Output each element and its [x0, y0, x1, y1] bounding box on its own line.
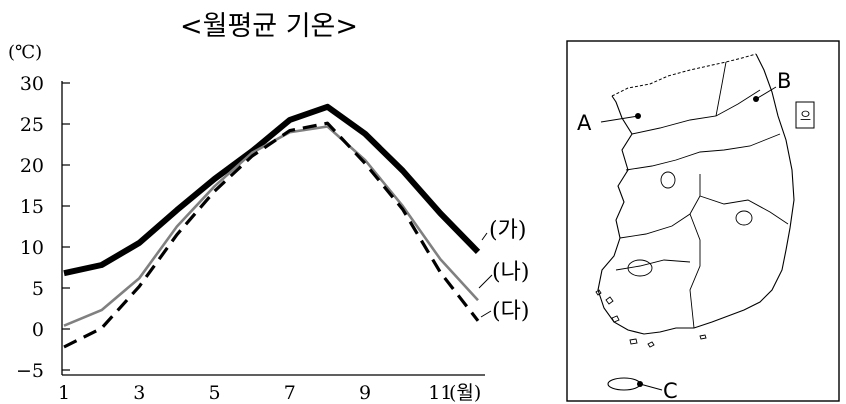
y-axis-unit: (℃) — [8, 42, 42, 63]
daejeon-boundary — [660, 171, 676, 189]
point-a-leader — [600, 115, 639, 123]
y-tick-label: 20 — [20, 155, 44, 177]
province-border — [615, 259, 691, 271]
province-border — [699, 195, 789, 225]
y-tick-label: 10 — [20, 237, 44, 259]
dmz-line — [611, 53, 757, 97]
series-lines — [63, 103, 481, 349]
point-b-marker — [753, 96, 759, 102]
y-tick-label: 30 — [20, 73, 44, 95]
province-border — [619, 174, 701, 239]
x-tick-label: 3 — [133, 382, 145, 404]
x-tick-label: 9 — [359, 382, 371, 404]
point-b-leader — [755, 86, 777, 100]
y-tick-label: 15 — [20, 196, 44, 218]
coastal-islands — [595, 289, 707, 348]
series-label-ga-leader — [481, 232, 488, 241]
series-line-2 — [63, 125, 479, 327]
mainland-coast — [597, 53, 795, 335]
point-b-label: B — [777, 69, 791, 93]
province-border — [689, 213, 701, 329]
x-ticks: 1 3 5 7 9 11 — [58, 382, 453, 404]
series-label-na: (나) — [492, 260, 529, 285]
point-a-marker — [635, 113, 641, 119]
series-label-da: (다) — [492, 299, 529, 324]
x-tick-label: 11 — [428, 382, 452, 404]
series-line-3 — [63, 121, 480, 349]
province-border — [715, 61, 727, 117]
y-tick-label: 25 — [20, 114, 44, 136]
ulleung-inset — [795, 101, 815, 129]
map-frame — [566, 40, 840, 402]
series-line-1 — [63, 103, 481, 277]
y-tick-label: −5 — [16, 360, 44, 382]
jeju-island — [607, 377, 641, 391]
point-c-marker — [637, 381, 643, 387]
y-ticks: 30 25 20 15 10 5 0 −5 — [16, 73, 70, 382]
daegu-boundary — [735, 210, 753, 226]
gwangju-boundary — [627, 259, 653, 277]
point-c-leader — [639, 383, 663, 391]
point-a-label: A — [577, 111, 592, 135]
series-label-na-leader — [478, 274, 493, 289]
x-tick-label: 7 — [284, 382, 296, 404]
x-axis-unit: (월) — [449, 382, 481, 404]
y-tick-label: 0 — [32, 319, 44, 341]
ulleung-inset-glyph: 으 — [800, 109, 811, 123]
series-label-da-leader — [480, 310, 492, 318]
series-label-ga: (가) — [489, 218, 526, 243]
point-c-label: C — [663, 379, 678, 403]
x-tick-label: 5 — [208, 382, 220, 404]
chart-title: <월평균 기온> — [180, 11, 358, 42]
y-tick-label: 5 — [32, 278, 44, 300]
x-tick-label: 1 — [58, 382, 70, 404]
korea-map: 으 A B C — [566, 40, 840, 403]
province-border — [631, 89, 761, 135]
province-border — [625, 133, 781, 171]
